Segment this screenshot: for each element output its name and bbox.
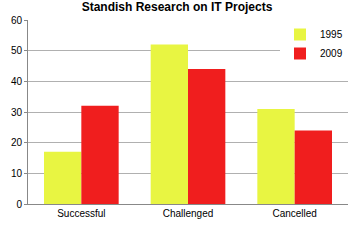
svg-text:2009: 2009 [320,48,343,59]
svg-text:Successful: Successful [57,208,105,219]
svg-text:30: 30 [11,107,23,118]
svg-text:Cancelled: Cancelled [272,208,316,219]
svg-text:60: 60 [11,15,23,26]
svg-text:40: 40 [11,76,23,87]
svg-text:20: 20 [11,137,23,148]
svg-text:1995: 1995 [320,29,343,40]
svg-text:10: 10 [11,168,23,179]
svg-text:Challenged: Challenged [163,208,214,219]
svg-text:Standish Research on IT Projec: Standish Research on IT Projects [82,0,273,14]
svg-text:0: 0 [16,199,22,210]
svg-text:50: 50 [11,45,23,56]
